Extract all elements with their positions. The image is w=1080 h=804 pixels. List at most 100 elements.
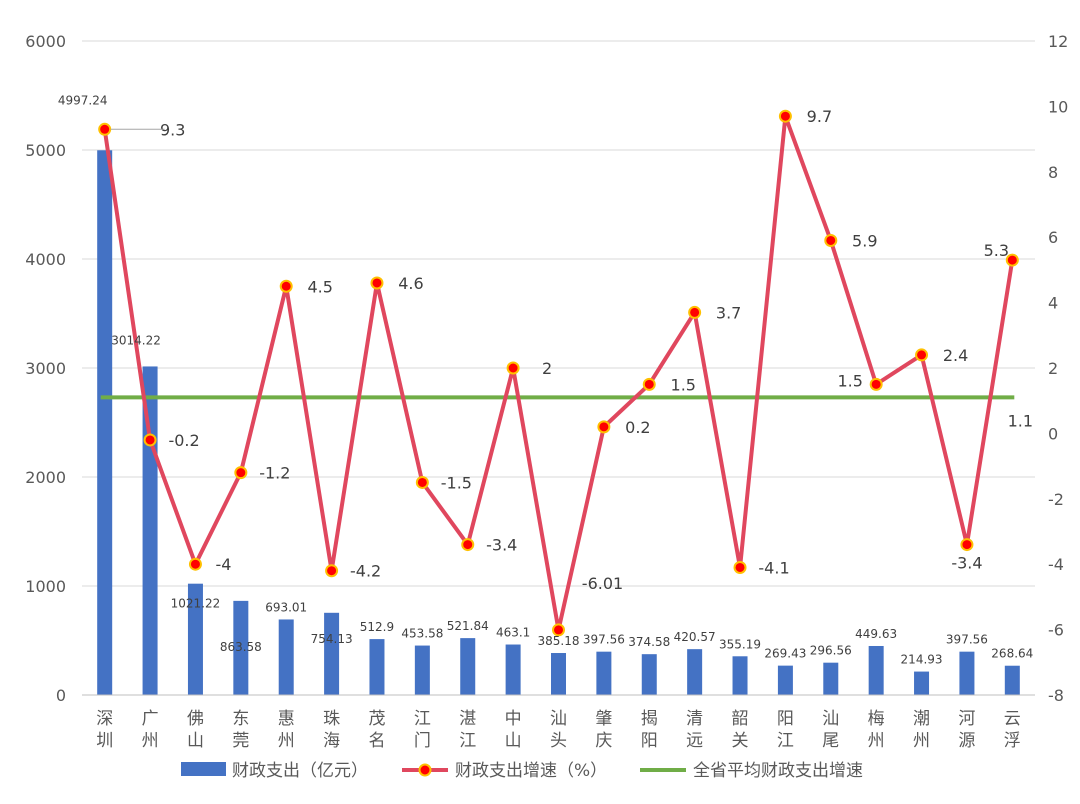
left-tick-label: 2000: [25, 468, 66, 487]
category-label: 惠州: [278, 709, 295, 751]
growth-value-label: -1.2: [259, 464, 290, 483]
bar: [233, 600, 249, 695]
bar: [823, 662, 839, 695]
bar-value-label: 214.93: [901, 653, 943, 667]
right-tick-label: 0: [1048, 424, 1058, 443]
category-label: 汕尾: [822, 709, 839, 751]
growth-marker: [869, 377, 883, 391]
left-tick-label: 5000: [25, 141, 66, 160]
bar: [1004, 665, 1020, 695]
right-tick-label: 4: [1048, 294, 1058, 313]
category-label: 河源: [958, 709, 975, 751]
growth-marker: [688, 305, 702, 319]
bar-value-label: 863.58: [220, 640, 262, 654]
growth-marker: [143, 433, 157, 447]
bar-value-label: 453.58: [401, 627, 443, 641]
right-tick-label: -6: [1048, 621, 1064, 640]
left-tick-label: 4000: [25, 250, 66, 269]
bar-value-label: 397.56: [946, 633, 988, 647]
legend-swatch-bar: [181, 762, 226, 776]
growth-marker: [778, 109, 792, 123]
category-label: 茂名: [368, 709, 385, 751]
category-label: 肇庆: [595, 709, 612, 751]
growth-marker: [733, 560, 747, 574]
bar: [914, 671, 930, 695]
category-label: 潮州: [913, 709, 930, 751]
category-label: 中山: [505, 709, 522, 751]
bar: [596, 651, 612, 695]
category-label: 湛江: [459, 709, 476, 751]
bar-value-label: 355.19: [719, 637, 761, 651]
growth-marker: [1005, 253, 1019, 267]
legend-label-bar: 财政支出（亿元）: [232, 761, 368, 781]
growth-value-label: 4.5: [307, 277, 332, 296]
left-tick-label: 0: [56, 686, 66, 705]
category-label: 揭阳: [641, 709, 658, 751]
axes: 0 1000 2000 3000 4000 5000 6000 -8 -6 -4 -2 0 2 4 6 8 10…: [25, 32, 1068, 751]
bar-value-label: 449.63: [855, 627, 897, 641]
bar-value-label: 268.64: [991, 647, 1033, 661]
bar: [551, 653, 566, 695]
growth-value-label: 1.5: [837, 371, 862, 390]
growth-line-series: [98, 109, 1019, 637]
bar: [324, 612, 340, 695]
category-label: 珠海: [323, 709, 340, 751]
growth-marker: [461, 538, 475, 552]
growth-value-label: 5.9: [852, 231, 877, 250]
legend: 财政支出（亿元） 财政支出增速（%） 全省平均财政支出增速: [181, 761, 863, 781]
growth-value-label: 9.3: [160, 120, 185, 139]
bar-value-label: 4997.24: [58, 93, 108, 107]
bar: [959, 651, 975, 695]
legend-label-line: 财政支出增速（%）: [455, 761, 607, 781]
bar-value-label: 3014.22: [111, 333, 161, 347]
growth-value-label: -1.5: [441, 473, 472, 492]
growth-marker: [188, 557, 202, 571]
growth-marker: [642, 377, 656, 391]
bar: [641, 654, 657, 695]
category-label: 阳江: [777, 709, 794, 751]
growth-value-label: -4.2: [350, 562, 381, 581]
bar: [278, 619, 294, 695]
right-tick-label: 8: [1048, 163, 1058, 182]
left-tick-label: 1000: [25, 577, 66, 596]
category-label: 韶关: [732, 709, 749, 751]
bar: [369, 639, 385, 695]
growth-value-label: 2: [542, 359, 552, 378]
bar-value-label: 512.9: [360, 620, 394, 634]
growth-value-label: -3.4: [486, 536, 517, 555]
category-label: 清远: [686, 709, 703, 751]
growth-marker: [597, 420, 611, 434]
bar-value-label: 693.01: [265, 600, 307, 614]
bar-value-label: 397.56: [583, 633, 625, 647]
data-labels: 4997.24 3014.22 1021.22 863.58 693.01 754.13 5…: [58, 93, 1033, 666]
gridlines: [82, 40, 1035, 696]
bar: [732, 656, 748, 695]
growth-value-label: 3.7: [716, 303, 741, 322]
growth-value-label: -4.1: [758, 558, 789, 577]
bar: [505, 644, 521, 695]
category-label: 佛山: [187, 709, 204, 751]
right-tick-label: -2: [1048, 490, 1064, 509]
category-label: 江门: [414, 709, 431, 751]
growth-marker: [960, 538, 974, 552]
right-tick-label: 6: [1048, 228, 1058, 247]
growth-marker: [915, 348, 929, 362]
growth-value-label: 5.3: [984, 241, 1009, 260]
bar-value-label: 463.1: [496, 626, 530, 640]
growth-marker: [824, 233, 838, 247]
growth-marker: [279, 279, 293, 293]
growth-value-label: 9.7: [807, 107, 832, 126]
right-tick-label: -4: [1048, 555, 1064, 574]
bar-series: [97, 150, 1020, 695]
growth-value-label: 1.5: [671, 375, 696, 394]
growth-marker: [506, 361, 520, 375]
growth-value-label: -3.4: [951, 554, 982, 573]
growth-value-label: 2.4: [943, 346, 968, 365]
bar-value-label: 269.43: [764, 647, 806, 661]
bar: [687, 649, 703, 695]
growth-marker: [370, 276, 384, 290]
growth-marker: [325, 564, 339, 578]
average-value-label: 1.1: [1008, 411, 1033, 430]
bar: [868, 645, 884, 695]
